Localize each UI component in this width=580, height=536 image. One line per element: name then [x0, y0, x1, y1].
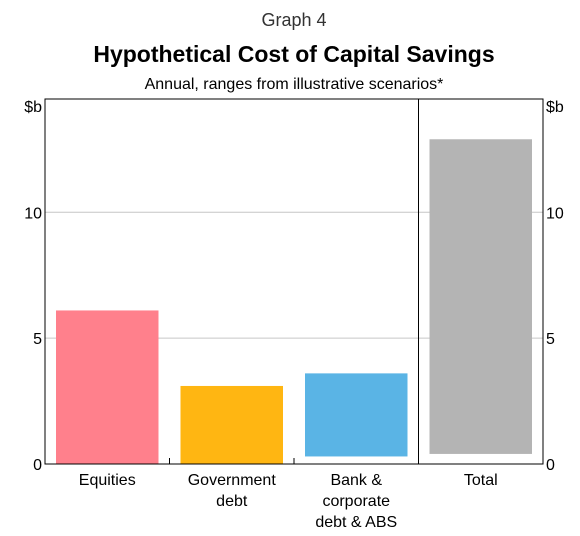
x-tick-label: Equities — [79, 472, 136, 489]
x-tick-label: debt & ABS — [315, 514, 397, 531]
chart-title: Hypothetical Cost of Capital Savings — [93, 41, 494, 67]
y-tick-label-left: 10 — [24, 205, 42, 222]
y-tick-label-left: 5 — [33, 331, 42, 348]
y-tick-label-right: 10 — [546, 205, 564, 222]
y-unit-left: $b — [24, 99, 42, 116]
graph-number: Graph 4 — [261, 10, 326, 30]
chart-subtitle: Annual, ranges from illustrative scenari… — [145, 76, 444, 93]
x-tick-label: corporate — [322, 493, 390, 510]
x-tick-label: Bank & — [330, 472, 382, 489]
x-tick-label: debt — [216, 493, 248, 510]
y-tick-label-left: 0 — [33, 457, 42, 474]
bar-0 — [56, 310, 159, 464]
y-unit-right: $b — [546, 99, 564, 116]
bar-3 — [429, 139, 532, 454]
bar-2 — [305, 373, 408, 457]
bar-1 — [180, 385, 283, 464]
plot-area: Equities Government debt Bank & corporate deb… — [24, 98, 564, 531]
y-tick-label-right: 0 — [546, 457, 555, 474]
x-tick-label: Total — [464, 472, 498, 489]
x-tick-label: Government — [188, 472, 277, 489]
y-tick-label-right: 5 — [546, 331, 555, 348]
plot-frame — [44, 98, 544, 465]
